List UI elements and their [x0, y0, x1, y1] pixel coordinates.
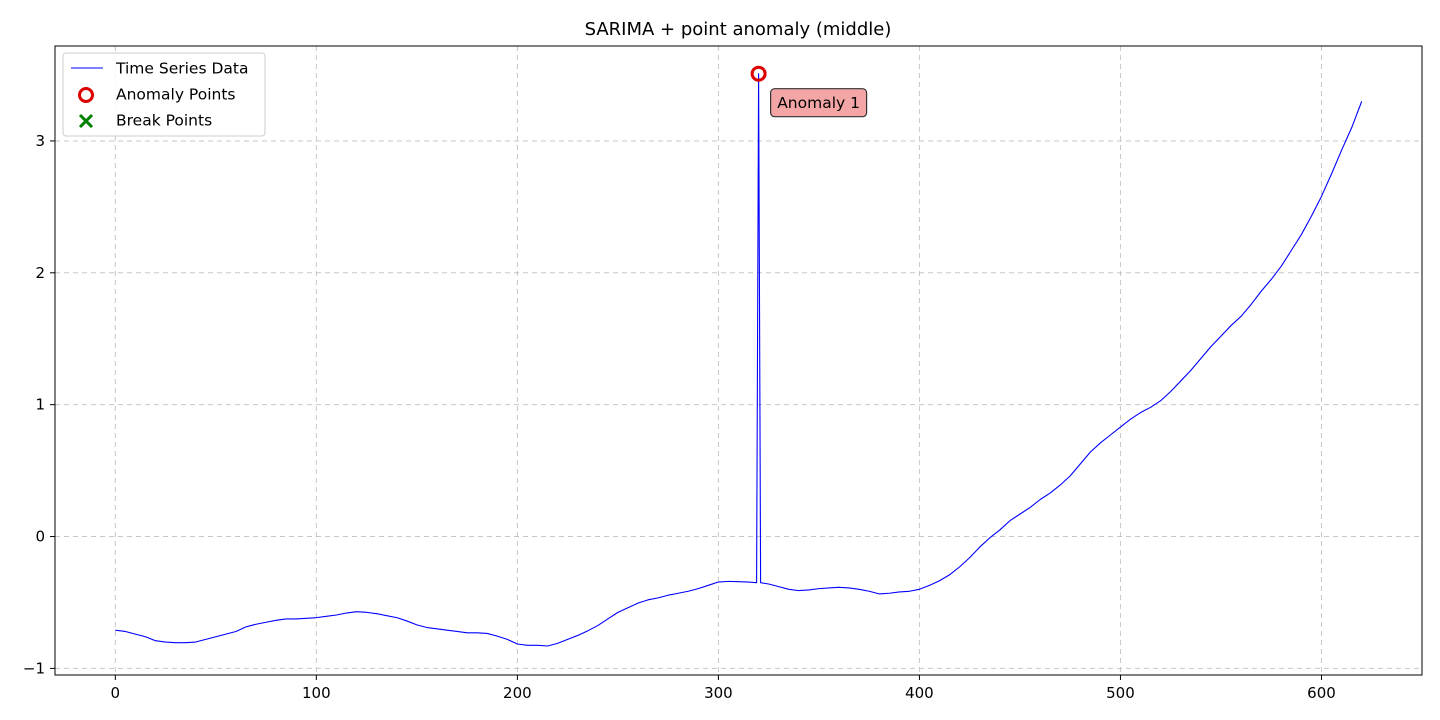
x-tick-label-5: 500: [1106, 684, 1135, 702]
x-tick-label-3: 300: [704, 684, 733, 702]
x-tick-label-1: 100: [302, 684, 331, 702]
grid: [55, 46, 1422, 675]
legend-break-swatch: [78, 113, 94, 129]
anomaly-annotation-label-0: Anomaly 1: [777, 94, 860, 112]
axes: 0 100 200 300 400 500 600 −1 0 1 2 3: [23, 45, 1423, 702]
plot-area: [115, 73, 1363, 647]
legend-break-label: Break Points: [116, 112, 212, 130]
x-tick-label-6: 600: [1307, 684, 1336, 702]
y-tick-label-3: 2: [35, 264, 45, 282]
x-tick-label-4: 400: [905, 684, 934, 702]
anomaly-markers: Anomaly 1: [750, 65, 868, 118]
legend-anomaly-swatch: [78, 87, 94, 103]
chart-title: SARIMA + point anomaly (middle): [585, 19, 892, 40]
series-line-0: [115, 73, 1363, 647]
plot-frame: [54, 45, 1423, 676]
y-tick-label-2: 1: [35, 396, 45, 414]
anomaly-marker-0: [750, 65, 767, 82]
legend-anomaly-label: Anomaly Points: [116, 86, 235, 104]
anomaly-annotation-box-0: [770, 88, 868, 118]
y-tick-label-1: 0: [35, 528, 45, 546]
legend-series-label: Time Series Data: [115, 60, 248, 78]
x-tick-label-0: 0: [111, 684, 121, 702]
legend-box: [62, 52, 266, 137]
legend[interactable]: Time Series Data Anomaly Points Break Poin…: [62, 52, 266, 137]
y-tick-label-0: −1: [23, 659, 45, 677]
x-tick-label-2: 200: [503, 684, 532, 702]
y-tick-label-4: 3: [35, 132, 45, 150]
